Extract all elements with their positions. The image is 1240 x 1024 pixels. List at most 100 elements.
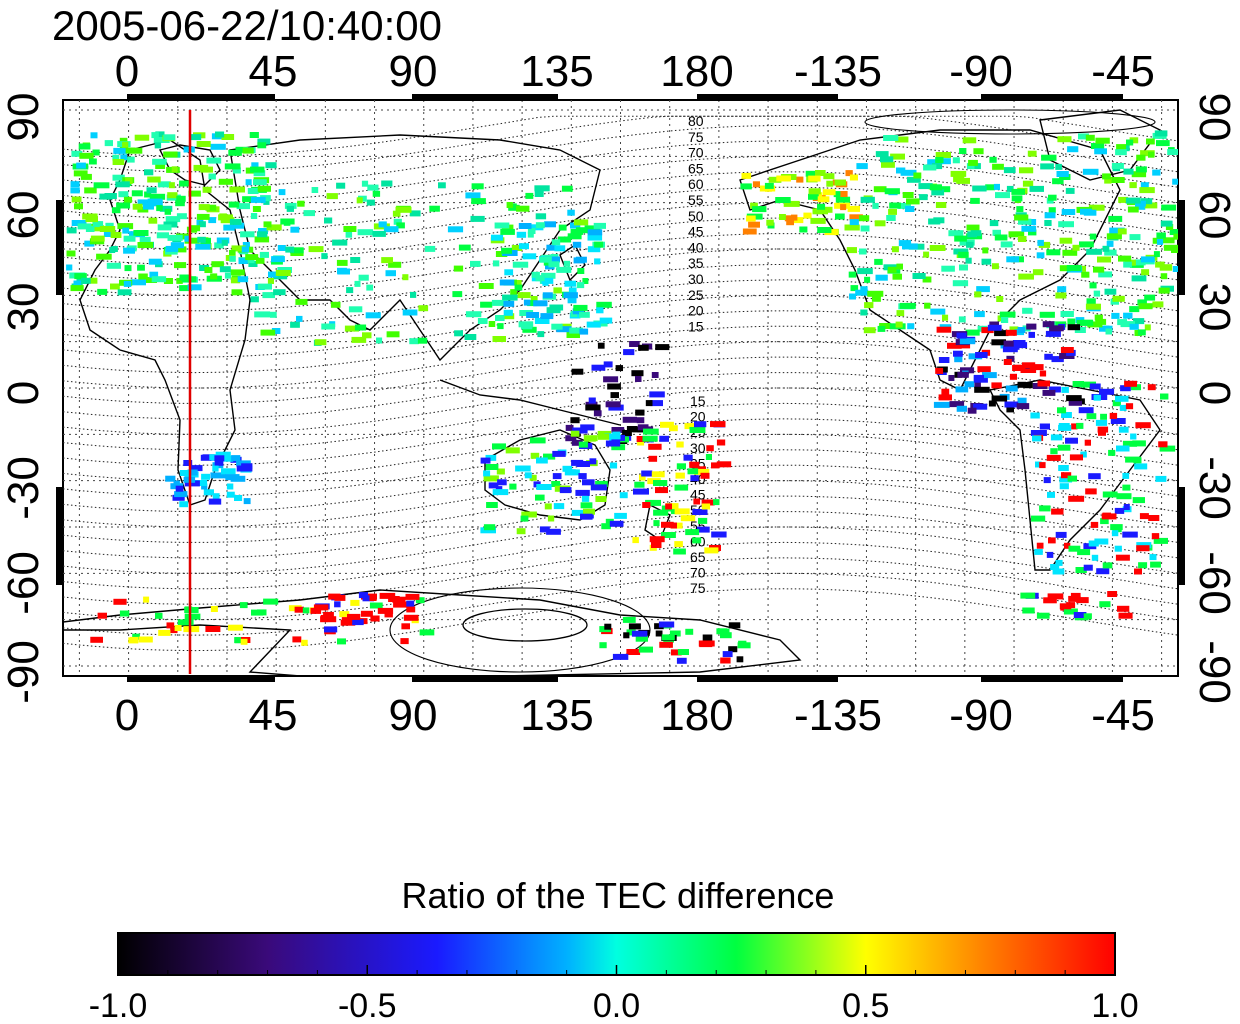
tec-pixel (187, 284, 202, 291)
tec-pixel (79, 152, 94, 159)
tec-pixel (1017, 381, 1026, 388)
tec-pixel (356, 197, 363, 204)
tec-pixel (90, 132, 98, 139)
tec-pixel (257, 138, 271, 145)
tec-pixel (610, 392, 619, 399)
tec-pixel (154, 142, 162, 149)
tec-pixel (1140, 150, 1155, 157)
tec-pixel (635, 409, 645, 416)
tec-pixel (1085, 303, 1101, 310)
tec-pixel (492, 260, 500, 267)
tec-pixel (1065, 437, 1078, 444)
tec-pixel (1045, 330, 1061, 337)
tec-pixel (357, 229, 374, 236)
colorbar-ticks: -1.0 -0.5 0.0 0.5 1.0 (89, 965, 1139, 1024)
tec-pixel (1123, 312, 1133, 319)
tec-pixel (599, 642, 607, 649)
tec-pixel (835, 196, 851, 203)
tec-pixel (470, 215, 485, 222)
tec-pixel (593, 410, 602, 417)
tec-pixel (453, 265, 464, 272)
tec-pixel (1015, 364, 1024, 371)
tec-pixel (117, 289, 132, 296)
tec-pixel (1055, 559, 1063, 566)
tec-pixel (941, 265, 955, 272)
tec-pixel (125, 147, 136, 154)
tec-pixel (1102, 245, 1110, 252)
tec-pixel (1106, 240, 1114, 247)
tec-pixel (127, 156, 135, 163)
tec-pixel (464, 334, 477, 340)
tec-pixel (249, 132, 259, 138)
tec-pixel (637, 439, 645, 446)
tec-pixel (1058, 465, 1069, 471)
mlat-contour (63, 480, 1178, 543)
tec-pixel (1062, 249, 1078, 256)
tec-pixel (168, 182, 175, 189)
tec-pixel (215, 451, 231, 458)
tec-pixel (641, 470, 653, 477)
tec-pixel (676, 463, 686, 470)
tec-pixel (952, 157, 960, 164)
tec-pixel (766, 219, 774, 226)
tec-pixel (1136, 542, 1152, 549)
tec-pixel (658, 621, 675, 628)
tec-pixel (73, 170, 88, 177)
tec-pixel (786, 219, 794, 226)
tec-pixel (221, 468, 236, 475)
tec-pixel (573, 257, 585, 264)
tec-pixel (163, 134, 176, 141)
tec-pixel (1029, 185, 1044, 192)
tec-pixel (226, 483, 234, 490)
tec-pixel (255, 257, 265, 264)
tec-pixel (597, 342, 605, 349)
tec-pixel (1089, 233, 1097, 240)
tec-pixel (144, 169, 154, 176)
tec-pixel (977, 366, 991, 373)
tec-pixel (1089, 282, 1097, 289)
tec-pixel (1021, 225, 1037, 232)
mlat-contour (63, 186, 1178, 250)
tec-pixel (1098, 429, 1106, 436)
tec-pixel (1134, 463, 1148, 470)
tec-pixel (394, 598, 402, 605)
tec-pixel (1063, 608, 1078, 615)
tec-pixel (889, 202, 901, 209)
tec-pixel (1068, 495, 1085, 502)
tec-pixel (952, 280, 969, 287)
tec-pixel (1057, 407, 1067, 414)
tec-pixel (622, 416, 637, 423)
tec-pixel (674, 508, 690, 515)
tec-pixel (1011, 188, 1025, 195)
tec-pixel (478, 283, 494, 289)
tec-pixel (958, 342, 971, 349)
top-longitude-ticks: 0 45 90 135 180 -135 -90 -45 (115, 47, 1155, 96)
tec-pixel (184, 607, 199, 613)
tec-pixel (118, 191, 129, 198)
tec-pixel (257, 231, 268, 238)
tec-pixel (1141, 269, 1150, 276)
tec-pixel (653, 509, 669, 516)
tec-pixel (573, 219, 589, 226)
tec-pixel (845, 170, 853, 177)
tec-pixel (362, 332, 372, 339)
mlat-contour (63, 124, 1178, 188)
tec-pixel (975, 352, 988, 358)
tec-pixel (566, 332, 580, 338)
tec-pixel (254, 311, 271, 318)
tec-pixel (863, 327, 876, 334)
tec-pixel (1109, 177, 1125, 183)
tec-pixel (171, 166, 178, 173)
tec-pixel (873, 186, 887, 193)
tec-pixel (1061, 472, 1072, 479)
tec-pixel (197, 236, 206, 243)
tec-pixel (605, 401, 621, 408)
tec-pixel (587, 229, 603, 236)
tec-pixel (1104, 249, 1117, 256)
mlat-contour (63, 202, 1178, 265)
tec-pixel (384, 611, 393, 618)
tec-pixel (728, 646, 738, 653)
tec-pixel (817, 227, 832, 233)
tec-pixel (684, 423, 701, 430)
tec-pixel (741, 172, 752, 179)
